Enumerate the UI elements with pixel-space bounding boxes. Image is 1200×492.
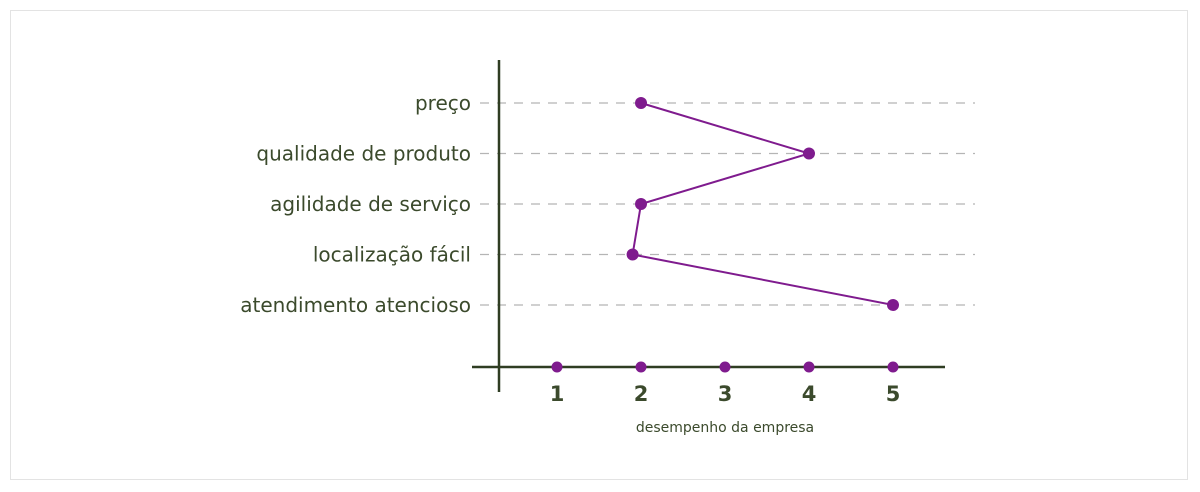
- category-label: agilidade de serviço: [270, 192, 471, 216]
- x-tick-label: 1: [550, 382, 565, 406]
- x-tick-label: 2: [634, 382, 649, 406]
- grid-lines: [480, 102, 975, 306]
- data-point: [635, 97, 647, 109]
- x-axis-title: desempenho da empresa: [636, 420, 814, 436]
- x-tick-label: 4: [802, 382, 817, 406]
- category-label: localização fácil: [313, 243, 471, 267]
- series-points: [626, 97, 899, 311]
- data-point: [887, 299, 899, 311]
- data-point: [803, 147, 815, 160]
- category-labels: preço qualidade de produto agilidade de se…: [240, 91, 471, 317]
- x-ticks: 1 2 3 4 5: [550, 361, 901, 406]
- x-tick-label: 3: [718, 382, 733, 406]
- data-point: [635, 198, 647, 210]
- x-tick-marker: [719, 361, 731, 373]
- category-label: qualidade de produto: [256, 142, 471, 166]
- x-tick-marker: [551, 361, 563, 373]
- data-point: [626, 248, 639, 261]
- x-tick-marker: [635, 361, 647, 373]
- chart-frame: [10, 10, 1188, 480]
- category-label: preço: [415, 91, 471, 115]
- x-tick-marker: [803, 361, 815, 373]
- x-tick-marker: [887, 361, 899, 373]
- category-label: atendimento atencioso: [240, 293, 471, 317]
- x-tick-label: 5: [886, 382, 901, 406]
